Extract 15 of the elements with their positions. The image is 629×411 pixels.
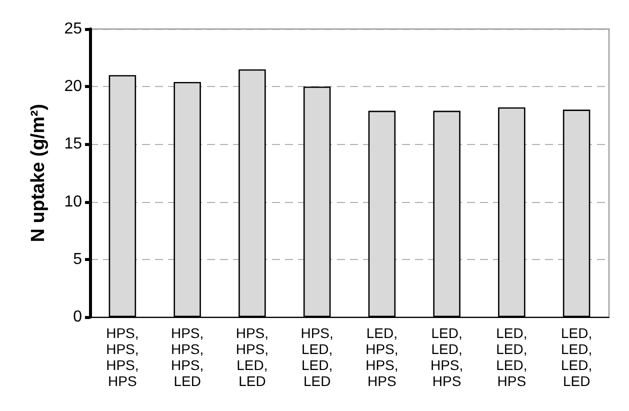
x-tick-label: LED, LED, LED, HPS [496,325,528,389]
x-tick-label: HPS, HPS, LED, LED [236,325,269,389]
y-tick-label: 10 [64,193,82,210]
y-tick-label: 20 [64,78,82,96]
y-tick-label: 25 [64,20,82,38]
y-axis-title: N uptake (g/m²) [28,104,49,242]
y-tick-label: 5 [73,250,82,268]
y-tick-label: 0 [73,308,82,326]
x-tick-label: HPS, HPS, HPS, HPS [106,325,139,389]
x-tick-label: LED, HPS, HPS, HPS [366,325,398,389]
x-tick-label: HPS, HPS, HPS, LED [170,325,204,389]
y-tick-label: 15 [64,136,82,153]
x-tick-label: LED, LED, LED, LED [561,325,592,389]
x-tick-label: LED, LED, HPS, HPS [430,325,464,389]
x-tick-label: HPS, LED, LED, LED [300,325,334,389]
